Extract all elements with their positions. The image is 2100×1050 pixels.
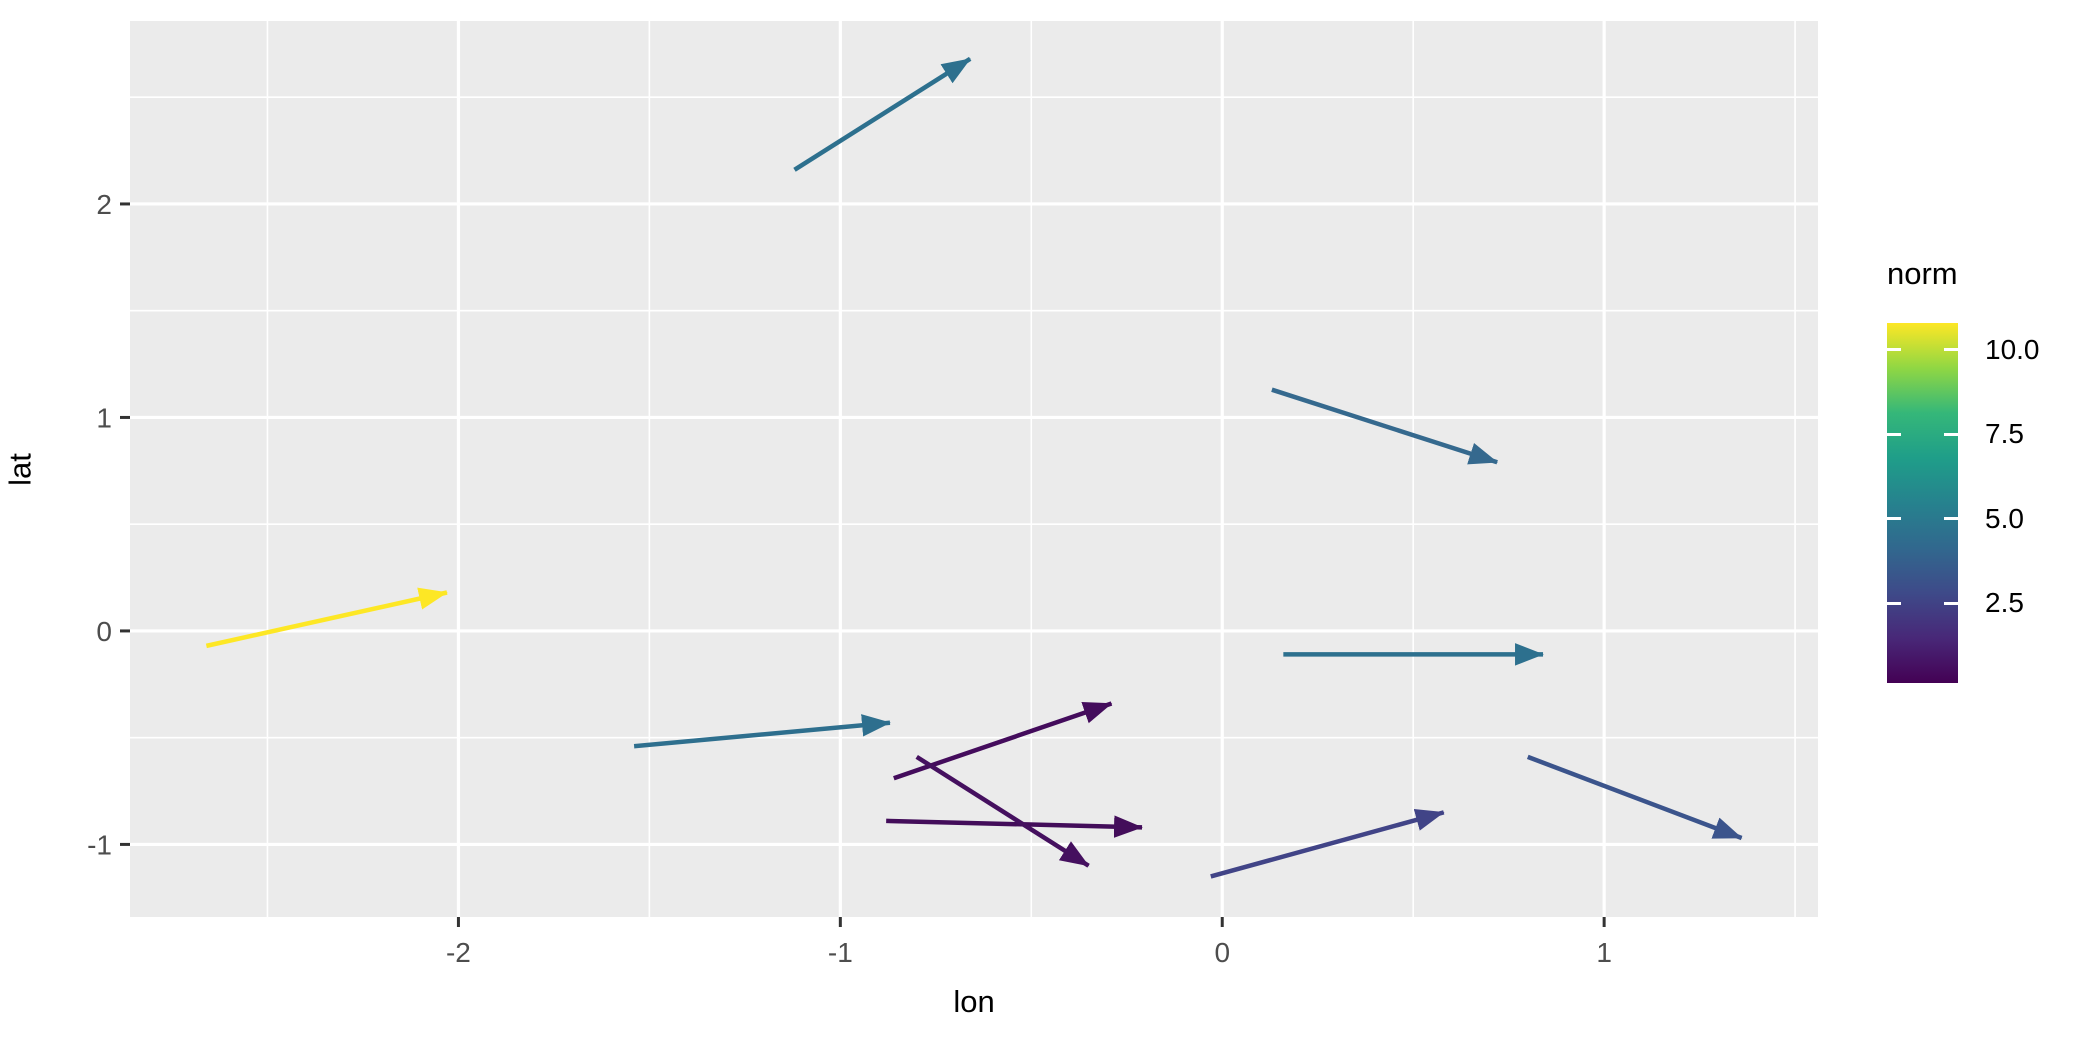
x-axis-title: lon [953, 984, 995, 1019]
vector-arrow-9 [1526, 754, 1743, 841]
major-gridlines [130, 21, 1818, 917]
vector-arrow-0 [205, 587, 448, 649]
minor-gridlines [130, 21, 1818, 917]
y-tick-label: -1 [87, 829, 112, 860]
vector-arrow-7 [915, 754, 1090, 868]
vector-arrow-6 [886, 815, 1143, 838]
vector-arrow-1 [793, 56, 972, 172]
y-axis-title: lat [2, 453, 38, 486]
x-tick-label: -1 [828, 937, 853, 968]
x-tick-label: 1 [1596, 937, 1612, 968]
x-tick-label: 0 [1214, 937, 1230, 968]
y-tick-label: 0 [96, 616, 112, 647]
vector-arrow-8 [1210, 808, 1445, 879]
vector-arrows [205, 56, 1743, 879]
vector-arrow-4 [633, 714, 891, 749]
plot-panel [130, 21, 1818, 917]
y-tick-label: 2 [96, 189, 112, 220]
x-tick-label: -2 [446, 937, 471, 968]
axis-ticks [120, 202, 1606, 927]
vector-arrow-2 [1271, 387, 1499, 465]
y-tick-label: 1 [96, 402, 112, 433]
